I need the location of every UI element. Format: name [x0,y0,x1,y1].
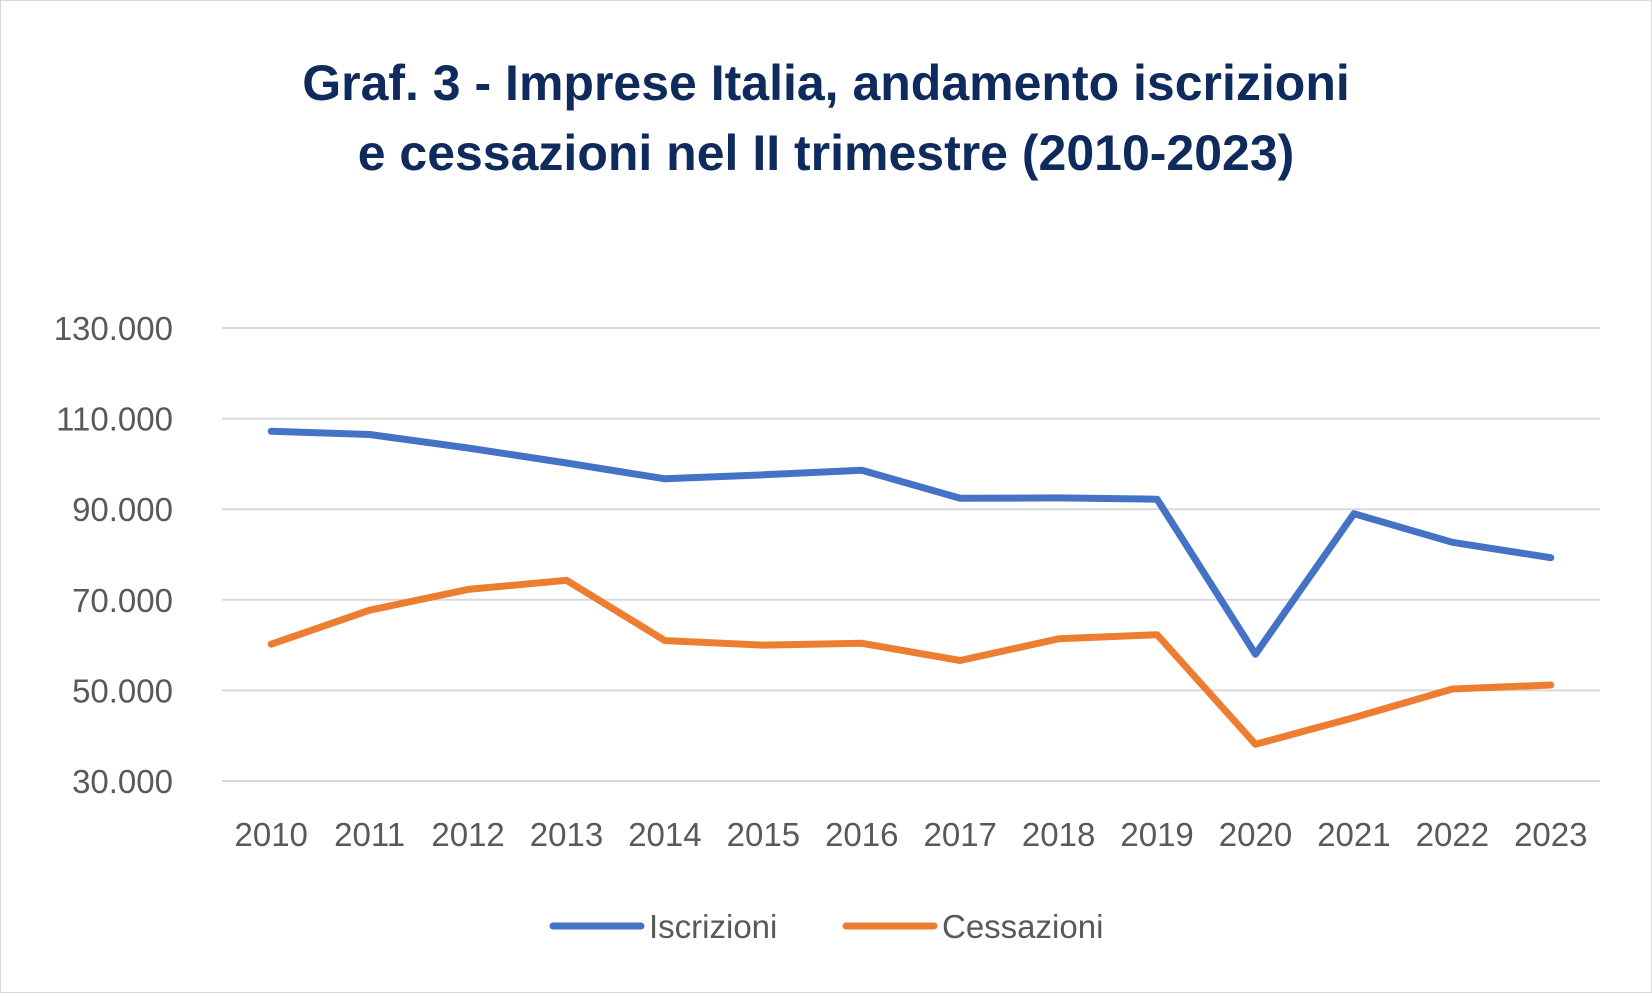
x-tick-label: 2018 [1022,816,1095,853]
x-tick-label: 2013 [530,816,603,853]
x-tick-label: 2016 [825,816,898,853]
x-tick-label: 2015 [727,816,800,853]
gridlines [222,327,1600,782]
y-tick-label: 130.000 [54,310,173,347]
series-lines [267,427,1555,748]
chart-title: Graf. 3 - Imprese Italia, andamento iscr… [0,48,1652,188]
x-tick-label: 2012 [431,816,504,853]
x-tick-label: 2022 [1416,816,1489,853]
x-axis-tick-labels: 2010 2011 2012 2013 2014 2015 2016 2017 2018 2019… [235,816,1588,853]
series-line-iscrizioni [267,427,1555,658]
x-tick-label: 2019 [1120,816,1193,853]
y-axis-tick-labels: 30.000 50.000 70.000 90.000 110.000 130.000 [54,310,173,800]
y-tick-label: 70.000 [72,582,173,619]
y-tick-label: 50.000 [72,672,173,709]
chart-title-line-1: Graf. 3 - Imprese Italia, andamento iscr… [302,55,1350,111]
chart-title-line-2: e cessazioni nel II trimestre (2010-2023… [357,125,1295,181]
x-tick-label: 2017 [924,816,997,853]
x-tick-label: 2021 [1317,816,1390,853]
legend: Iscrizioni Cessazioni [549,908,1103,945]
x-tick-label: 2023 [1514,816,1587,853]
y-tick-label: 110.000 [56,401,173,438]
legend-label-iscrizioni: Iscrizioni [649,908,777,945]
series-line-cessazioni [267,576,1555,748]
x-tick-label: 2020 [1219,816,1292,853]
y-tick-label: 30.000 [72,763,173,800]
y-tick-label: 90.000 [72,491,173,528]
legend-label-cessazioni: Cessazioni [942,908,1103,945]
x-tick-label: 2010 [235,816,308,853]
x-tick-label: 2014 [628,816,701,853]
x-tick-label: 2011 [334,816,405,853]
